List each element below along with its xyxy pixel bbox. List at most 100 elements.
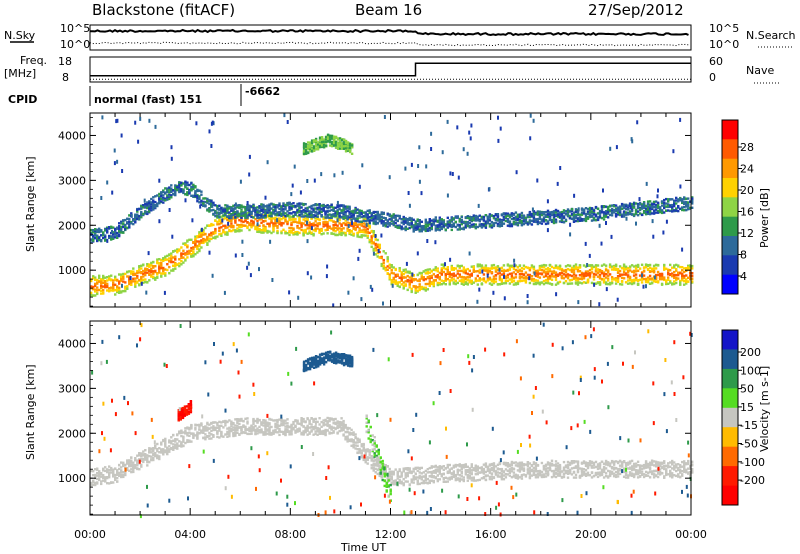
range-cell xyxy=(593,282,596,287)
range-cell xyxy=(168,260,171,263)
range-cell xyxy=(348,210,351,213)
range-cell xyxy=(172,250,175,253)
range-cell xyxy=(560,220,564,224)
range-cell xyxy=(398,226,401,229)
range-cell xyxy=(622,215,626,218)
range-cell xyxy=(632,282,636,285)
range-cell xyxy=(134,283,137,286)
range-cell xyxy=(270,217,273,220)
range-cell xyxy=(598,302,601,307)
range-cell xyxy=(158,268,161,271)
range-cell xyxy=(470,265,473,268)
range-cell xyxy=(136,274,139,278)
range-cell xyxy=(480,278,484,281)
range-cell xyxy=(486,270,490,273)
range-cell xyxy=(296,214,299,218)
range-cell xyxy=(208,237,211,240)
range-cell xyxy=(356,208,359,211)
range-cell xyxy=(108,236,111,239)
range-cell xyxy=(139,116,142,121)
range-cell xyxy=(691,277,694,280)
range-cell xyxy=(504,215,508,219)
cpid-label: CPID xyxy=(8,93,37,106)
range-cell xyxy=(646,207,650,210)
range-cell xyxy=(112,233,115,236)
range-cell xyxy=(216,223,219,226)
range-cell xyxy=(162,272,165,275)
range-cell xyxy=(466,224,469,228)
range-cell xyxy=(330,141,334,144)
range-cell xyxy=(330,232,333,235)
range-cell xyxy=(580,275,584,278)
range-cell xyxy=(306,227,309,230)
range-cell xyxy=(326,136,330,139)
range-cell xyxy=(246,265,249,270)
range-cell xyxy=(182,249,185,252)
range-cell xyxy=(98,230,101,234)
range-cell xyxy=(132,219,135,222)
range-cell xyxy=(340,204,343,207)
range-cell xyxy=(228,205,231,209)
range-cell xyxy=(102,276,105,279)
range-cell xyxy=(683,196,686,200)
range-cell xyxy=(258,228,261,231)
range-cell xyxy=(586,263,589,267)
range-cell xyxy=(246,206,249,209)
range-cell xyxy=(414,224,417,228)
range-cell xyxy=(482,279,486,282)
range-cell xyxy=(340,143,344,147)
range-cell xyxy=(414,228,417,231)
range-cell xyxy=(444,228,447,231)
range-cell xyxy=(646,212,650,215)
range-cell xyxy=(310,231,313,234)
range-cell xyxy=(600,270,604,273)
range-cell xyxy=(332,141,336,145)
range-cell xyxy=(574,278,578,282)
range-cell xyxy=(424,223,427,226)
range-cell xyxy=(192,250,195,253)
range-cell xyxy=(594,266,598,269)
range-cell xyxy=(638,212,642,215)
range-cell xyxy=(270,221,273,224)
range-cell xyxy=(584,281,588,284)
range-cell xyxy=(458,266,461,269)
nsky-label: N.Sky xyxy=(4,29,36,42)
range-cell xyxy=(685,197,688,200)
range-cell xyxy=(348,149,352,152)
range-cell xyxy=(280,231,283,235)
range-cell xyxy=(116,289,119,292)
range-cell xyxy=(266,214,269,217)
range-cell xyxy=(324,211,327,216)
range-cell xyxy=(492,217,496,220)
range-cell xyxy=(374,249,377,252)
range-cell xyxy=(182,256,185,259)
range-cell xyxy=(200,239,203,242)
range-cell xyxy=(594,213,598,216)
range-cell xyxy=(588,207,592,211)
range-cell xyxy=(212,212,215,216)
range-cell xyxy=(634,270,638,273)
range-cell xyxy=(510,280,514,284)
range-cell xyxy=(576,212,580,216)
range-cell xyxy=(270,211,273,214)
range-cell xyxy=(606,207,610,210)
range-cell xyxy=(412,218,415,221)
range-cell xyxy=(552,271,556,275)
range-cell xyxy=(598,275,602,279)
range-cell xyxy=(640,205,644,209)
range-cell xyxy=(156,204,159,208)
range-cell xyxy=(388,224,391,227)
range-cell xyxy=(168,265,171,269)
range-cell xyxy=(238,204,241,207)
range-cell xyxy=(314,223,317,227)
range-cell xyxy=(564,274,568,277)
range-cell xyxy=(600,210,604,213)
range-cell xyxy=(436,224,439,227)
range-cell xyxy=(494,268,498,271)
range-cell xyxy=(348,222,351,225)
range-cell xyxy=(410,220,413,223)
range-cell xyxy=(592,275,596,278)
range-cell xyxy=(150,209,153,212)
freq-series xyxy=(90,62,691,77)
range-cell xyxy=(556,209,560,213)
